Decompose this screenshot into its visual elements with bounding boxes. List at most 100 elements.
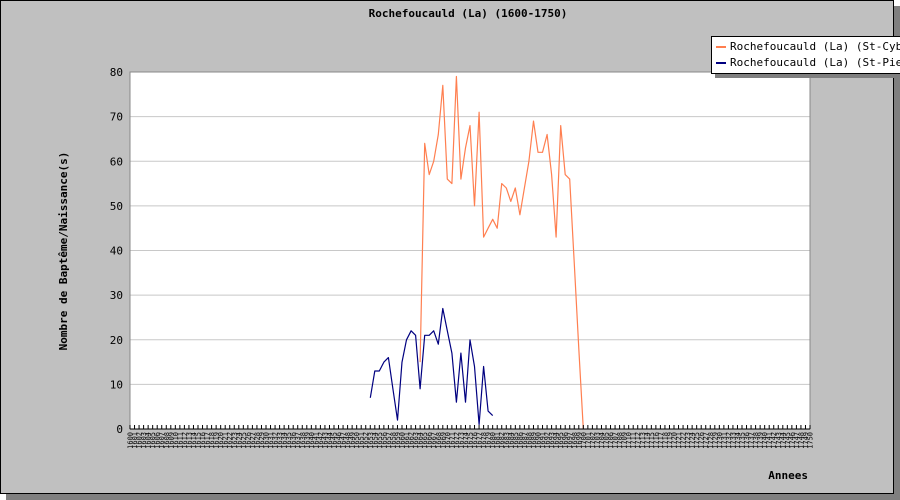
x-tick-label-1613: 1613 [185, 432, 193, 449]
x-tick-label-1610: 1610 [172, 432, 180, 449]
chart-title: Rochefoucauld (La) (1600-1750) [369, 7, 568, 20]
x-tick-label-1671: 1671 [448, 432, 456, 449]
y-tick-label-10: 10 [110, 378, 123, 391]
x-tick-label-1611: 1611 [176, 432, 184, 449]
x-tick-label-1682: 1682 [498, 432, 506, 449]
x-tick-label-1650: 1650 [353, 432, 361, 449]
x-tick-label-1709: 1709 [621, 432, 629, 449]
x-tick-label-1716: 1716 [652, 432, 660, 449]
x-tick-label-1656: 1656 [380, 432, 388, 449]
x-tick-label-1619: 1619 [213, 432, 221, 449]
x-tick-label-1688: 1688 [525, 432, 533, 449]
x-tick-label-1618: 1618 [208, 432, 216, 449]
x-tick-label-1606: 1606 [154, 432, 162, 449]
x-tick-label-1749: 1749 [802, 432, 810, 449]
series-line-0 [419, 75, 584, 430]
x-tick-label-1687: 1687 [521, 432, 529, 449]
x-tick-label-1679: 1679 [485, 432, 493, 449]
x-tick-label-1665: 1665 [421, 432, 429, 449]
x-tick-label-1691: 1691 [539, 432, 547, 449]
x-tick-label-1623: 1623 [231, 432, 239, 449]
x-tick-label-1675: 1675 [467, 432, 475, 449]
x-tick-label-1683: 1683 [503, 432, 511, 449]
x-tick-label-1708: 1708 [616, 432, 624, 449]
x-tick-label-1694: 1694 [553, 432, 561, 449]
x-tick-label-1662: 1662 [408, 432, 416, 449]
x-tick-label-1645: 1645 [331, 432, 339, 449]
x-tick-label-1663: 1663 [412, 432, 420, 449]
y-tick-label-60: 60 [110, 155, 123, 168]
x-tick-label-1742: 1742 [770, 432, 778, 449]
x-tick-label-1643: 1643 [321, 432, 329, 449]
x-tick-label-1608: 1608 [163, 432, 171, 449]
x-tick-label-1680: 1680 [489, 432, 497, 449]
legend: Rochefoucauld (La) (St-Cybard) Rochefouc… [711, 36, 900, 74]
x-tick-label-1739: 1739 [757, 432, 765, 449]
x-tick-label-1712: 1712 [634, 432, 642, 449]
x-tick-label-1655: 1655 [376, 432, 384, 449]
x-tick-label-1722: 1722 [680, 432, 688, 449]
x-tick-label-1652: 1652 [362, 432, 370, 449]
x-tick-label-1668: 1668 [435, 432, 443, 449]
x-tick-label-1666: 1666 [426, 432, 434, 449]
x-tick-label-1651: 1651 [358, 432, 366, 449]
x-tick-label-1648: 1648 [344, 432, 352, 449]
x-tick-label-1609: 1609 [167, 432, 175, 449]
x-tick-label-1734: 1734 [734, 432, 742, 449]
x-tick-label-1696: 1696 [562, 432, 570, 449]
x-tick-label-1685: 1685 [512, 432, 520, 449]
x-tick-label-1706: 1706 [607, 432, 615, 449]
x-tick-label-1635: 1635 [285, 432, 293, 449]
x-tick-label-1736: 1736 [743, 432, 751, 449]
x-tick-label-1689: 1689 [530, 432, 538, 449]
x-tick-label-1677: 1677 [476, 432, 484, 449]
x-tick-label-1644: 1644 [326, 432, 334, 449]
x-tick-label-1615: 1615 [195, 432, 203, 449]
x-tick-label-1720: 1720 [671, 432, 679, 449]
x-tick-label-1632: 1632 [272, 432, 280, 449]
x-tick-label-1657: 1657 [385, 432, 393, 449]
x-tick-label-1640: 1640 [308, 432, 316, 449]
y-tick-label-20: 20 [110, 334, 123, 347]
x-tick-label-1607: 1607 [158, 432, 166, 449]
x-tick-label-1670: 1670 [444, 432, 452, 449]
x-tick-label-1642: 1642 [317, 432, 325, 449]
x-tick-label-1732: 1732 [725, 432, 733, 449]
x-tick-label-1719: 1719 [666, 432, 674, 449]
x-tick-label-1705: 1705 [603, 432, 611, 449]
x-tick-label-1695: 1695 [557, 432, 565, 449]
x-tick-label-1701: 1701 [584, 432, 592, 449]
x-tick-label-1676: 1676 [471, 432, 479, 449]
x-tick-label-1710: 1710 [625, 432, 633, 449]
x-tick-label-1693: 1693 [548, 432, 556, 449]
x-tick-label-1692: 1692 [544, 432, 552, 449]
y-tick-label-70: 70 [110, 111, 123, 124]
x-tick-label-1707: 1707 [612, 432, 620, 449]
x-tick-label-1604: 1604 [145, 432, 153, 449]
x-tick-label-1684: 1684 [507, 432, 515, 449]
x-tick-label-1702: 1702 [589, 432, 597, 449]
y-axis-label: Nombre de Baptême/Naissance(s) [57, 152, 70, 351]
x-tick-label-1659: 1659 [394, 432, 402, 449]
x-tick-label-1745: 1745 [784, 432, 792, 449]
legend-swatch-st-cybard [716, 46, 726, 48]
x-tick-label-1690: 1690 [535, 432, 543, 449]
x-tick-label-1730: 1730 [716, 432, 724, 449]
x-axis-label: Annees [768, 469, 808, 482]
x-tick-label-1622: 1622 [226, 432, 234, 449]
legend-item-st-cybard: Rochefoucauld (La) (St-Cybard) [716, 40, 900, 54]
x-tick-label-1660: 1660 [399, 432, 407, 449]
x-tick-label-1620: 1620 [217, 432, 225, 449]
x-tick-label-1746: 1746 [788, 432, 796, 449]
x-tick-label-1678: 1678 [480, 432, 488, 449]
x-tick-label-1637: 1637 [294, 432, 302, 449]
x-tick-label-1748: 1748 [797, 432, 805, 449]
x-tick-label-1747: 1747 [793, 432, 801, 449]
x-tick-label-1744: 1744 [779, 432, 787, 449]
x-tick-label-1638: 1638 [299, 432, 307, 449]
x-tick-label-1614: 1614 [190, 432, 198, 449]
x-tick-label-1647: 1647 [340, 432, 348, 449]
x-tick-label-1667: 1667 [430, 432, 438, 449]
x-tick-label-1639: 1639 [303, 432, 311, 449]
x-tick-label-1658: 1658 [389, 432, 397, 449]
